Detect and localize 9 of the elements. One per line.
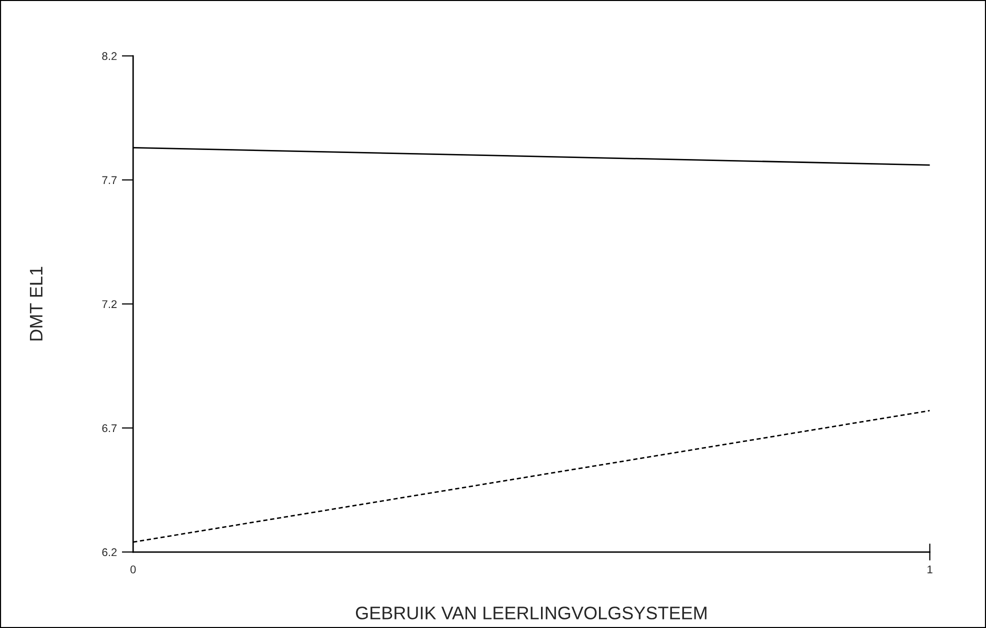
y-tick-label: 7.2 [102,300,117,308]
y-axis-title: DMT EL1 [30,266,42,340]
y-tick-label: 7.7 [102,176,117,184]
y-tick-label: 6.2 [102,548,117,556]
y-tick-label: 6.7 [102,424,117,432]
x-tick-label: 1 [928,566,932,574]
y-tick-label: 8.2 [102,52,117,60]
x-tick-label: 0 [130,566,136,574]
x-axis-title: GEBRUIK VAN LEERLINGVOLGSYSTEEM [356,606,706,620]
